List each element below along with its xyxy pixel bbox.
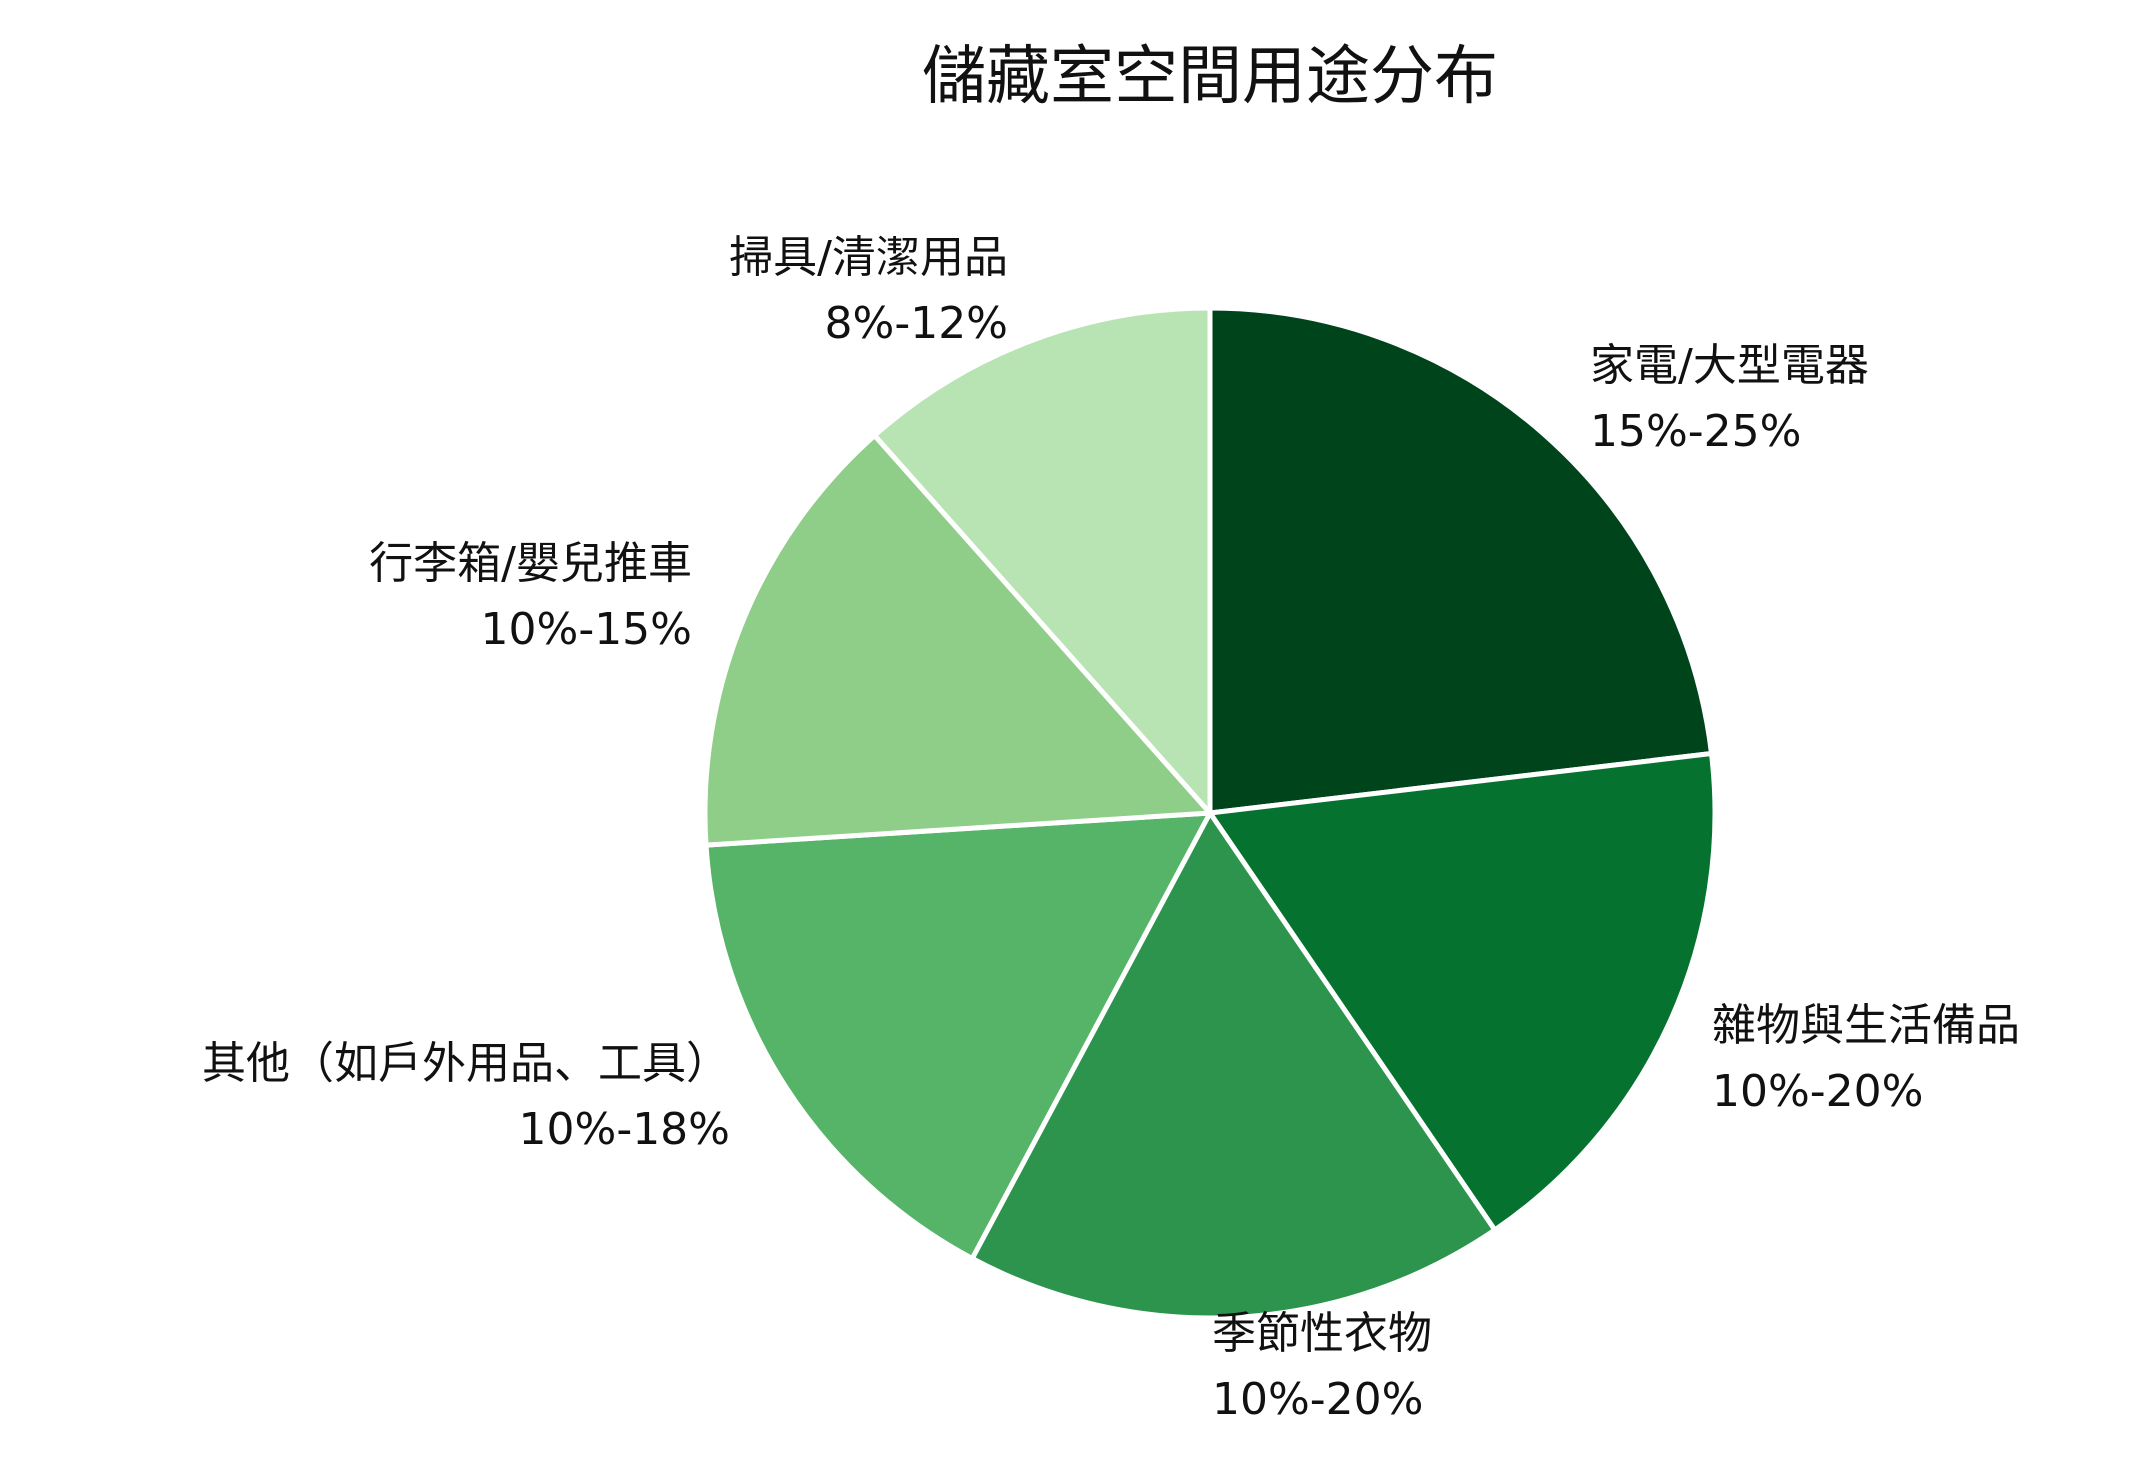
slice-label-range: 10%-20% <box>1212 1374 1423 1425</box>
pie-slice <box>871 305 1213 820</box>
pie-slice <box>702 431 1216 848</box>
pie-slice <box>968 808 1499 1321</box>
pie-slices <box>702 305 1718 1321</box>
slice-label-name: 家電/大型電器 <box>1590 340 1869 391</box>
slice-label-name: 雜物與生活備品 <box>1712 1000 2020 1051</box>
chart-title: 儲藏室空間用途分布 <box>922 40 1498 114</box>
pie-slice <box>1207 305 1715 816</box>
slice-label-range: 8%-12% <box>825 298 1008 349</box>
slice-label-name: 行李箱/嬰兒推車 <box>369 538 692 589</box>
slice-label-name: 其他（如戶外用品、工具） <box>202 1038 730 1089</box>
slice-label-range: 10%-15% <box>481 604 692 655</box>
slice-label-range: 10%-20% <box>1712 1066 1923 1117</box>
slice-label-range: 15%-25% <box>1590 406 1801 457</box>
slice-label-name: 掃具/清潔用品 <box>729 232 1008 283</box>
pie-labels: 家電/大型電器 15%-25% 雜物與生活備品 10%-20% 季節性衣物 10%-20%… <box>202 232 2020 1425</box>
pie-slice <box>1205 750 1718 1234</box>
slice-label-name: 季節性衣物 <box>1212 1308 1432 1359</box>
slice-label-range: 10%-18% <box>519 1104 730 1155</box>
pie-slice <box>703 810 1215 1262</box>
